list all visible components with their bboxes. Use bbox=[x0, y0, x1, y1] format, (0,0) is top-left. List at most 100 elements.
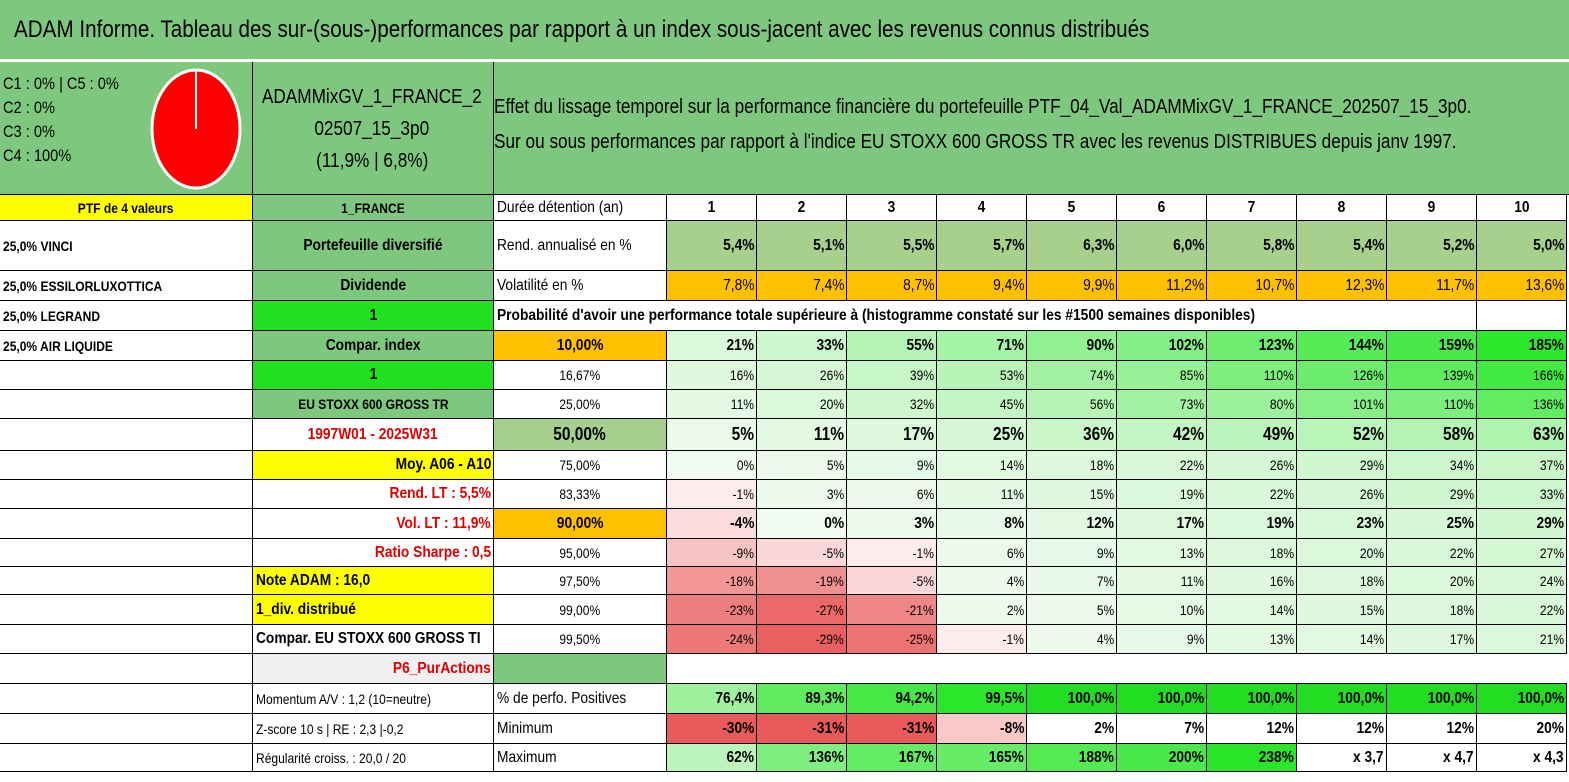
quantile-value-text: -27% bbox=[815, 601, 844, 618]
quantile-value: -1% bbox=[937, 625, 1027, 654]
year-header-text: 3 bbox=[887, 198, 896, 216]
quantile-value: 85% bbox=[1117, 361, 1207, 390]
quantile-label-text: 50,00% bbox=[553, 424, 607, 444]
mid-one-b: 1 bbox=[253, 361, 494, 390]
quantile-value: 10% bbox=[1117, 595, 1207, 625]
quantile-value: 3% bbox=[757, 480, 847, 509]
mid-dividende-text: Dividende bbox=[340, 276, 406, 294]
quantile-value: 24% bbox=[1477, 567, 1567, 595]
quantile-value: 17% bbox=[847, 419, 937, 451]
quantile-value: 53% bbox=[937, 361, 1027, 390]
duree-label-text: Durée détention (an) bbox=[497, 198, 624, 216]
quantile-value-text: 15% bbox=[1089, 486, 1114, 502]
pos-value: 89,3% bbox=[757, 684, 847, 714]
min-value: -30% bbox=[667, 714, 757, 744]
pos-value-text: 100,0% bbox=[1337, 689, 1384, 707]
quantile-value-text: 14% bbox=[1269, 601, 1294, 618]
quantile-value: 33% bbox=[1477, 480, 1567, 509]
quantile-value-text: 58% bbox=[1443, 424, 1474, 444]
max-label-text: Maximum bbox=[497, 748, 557, 766]
vol-value: 11,2% bbox=[1117, 271, 1207, 301]
year-header-text: 10 bbox=[1513, 198, 1530, 216]
min-value: 12% bbox=[1207, 714, 1297, 744]
quantile-value-text: 4% bbox=[1006, 572, 1024, 589]
quantile-label: 16,67% bbox=[494, 361, 667, 390]
min-value-text: 7% bbox=[1184, 719, 1204, 737]
mid-compar-text: Compar. EU STOXX 600 GROSS TI bbox=[256, 630, 481, 647]
mid-note: Note ADAM : 16,0 bbox=[253, 567, 494, 595]
min-value: 2% bbox=[1027, 714, 1117, 744]
quantile-value-text: 16% bbox=[1269, 572, 1294, 589]
quantile-label-text: 95,00% bbox=[559, 544, 601, 561]
year-header-text: 5 bbox=[1067, 198, 1076, 216]
quantile-value-text: 22% bbox=[1269, 486, 1294, 502]
quantile-value-text: 11% bbox=[1000, 486, 1024, 502]
max-value-text: 167% bbox=[898, 748, 934, 766]
quantile-value: 14% bbox=[937, 451, 1027, 480]
quantile-value-text: 55% bbox=[906, 336, 934, 354]
quantile-value-text: 136% bbox=[1533, 396, 1564, 412]
holding-row-text: 25,0% LEGRAND bbox=[3, 307, 101, 324]
max-value: 167% bbox=[847, 744, 937, 772]
mid-diversified-text: Portefeuille diversifié bbox=[303, 236, 443, 254]
max-label: Maximum bbox=[494, 744, 667, 772]
vol-value: 9,9% bbox=[1027, 271, 1117, 301]
quantile-value-text: 144% bbox=[1348, 336, 1384, 354]
quantile-value: 17% bbox=[1117, 509, 1207, 539]
rend-value: 5,5% bbox=[847, 221, 937, 271]
quantile-value: 9% bbox=[1117, 625, 1207, 654]
min-label: Minimum bbox=[494, 714, 667, 744]
year-header: 9 bbox=[1387, 195, 1477, 221]
pos-value: 100,0% bbox=[1387, 684, 1477, 714]
pos-value-text: 94,2% bbox=[894, 689, 934, 707]
rend-value: 5,4% bbox=[667, 221, 757, 271]
quantile-label: 25,00% bbox=[494, 390, 667, 419]
effect-panel bbox=[494, 62, 1569, 195]
mid-one-a-text: 1 bbox=[369, 306, 377, 324]
quantile-value-text: 33% bbox=[816, 336, 844, 354]
min-value-text: 12% bbox=[1446, 719, 1474, 737]
rend-value: 5,1% bbox=[757, 221, 847, 271]
year-header: 6 bbox=[1117, 195, 1207, 221]
quantile-value: 80% bbox=[1207, 390, 1297, 419]
vol-value-text: 7,4% bbox=[812, 276, 844, 294]
quantile-value-text: 34% bbox=[1449, 457, 1474, 473]
quantile-value-text: 110% bbox=[1444, 396, 1474, 412]
quantile-value-text: 13% bbox=[1179, 544, 1204, 561]
vol-value-text: 7,8% bbox=[722, 276, 754, 294]
quantile-value-text: 25% bbox=[993, 424, 1024, 444]
quantile-value-text: 3% bbox=[914, 514, 934, 532]
quantile-value: -9% bbox=[667, 539, 757, 567]
fund-name-block: ADAMMixGV_1_FRANCE_2 02507_15_3p0 (11,9%… bbox=[253, 66, 491, 192]
quantile-value-text: 26% bbox=[1269, 457, 1294, 473]
year-header: 2 bbox=[757, 195, 847, 221]
quantile-value: -25% bbox=[847, 625, 937, 654]
holding-row-text: 25,0% VINCI bbox=[3, 237, 73, 254]
quantile-value-text: 20% bbox=[1359, 544, 1384, 561]
quantile-value: -18% bbox=[667, 567, 757, 595]
year-header: 1 bbox=[667, 195, 757, 221]
year-header-text: 1 bbox=[707, 198, 716, 216]
mid-momentum-text: Momentum A/V : 1,2 (10=neutre) bbox=[256, 690, 432, 707]
quantile-value: 5% bbox=[667, 419, 757, 451]
quantile-value-text: 36% bbox=[1083, 424, 1114, 444]
vol-value: 7,4% bbox=[757, 271, 847, 301]
quantile-value-text: 32% bbox=[909, 396, 934, 412]
max-value-text: 200% bbox=[1168, 748, 1204, 766]
quantile-value: 2% bbox=[937, 595, 1027, 625]
quantile-value: 27% bbox=[1477, 539, 1567, 567]
quantile-value: 126% bbox=[1297, 361, 1387, 390]
pos-label: % de perfo. Positives bbox=[494, 684, 667, 714]
mid-index-name: EU STOXX 600 GROSS TR bbox=[253, 390, 494, 419]
prob-label-text: Probabilité d'avoir une performance tota… bbox=[497, 306, 1256, 324]
quantile-value-text: -1% bbox=[732, 486, 754, 502]
quantile-value: 5% bbox=[1027, 595, 1117, 625]
year-header-text: 4 bbox=[977, 198, 986, 216]
min-value: 12% bbox=[1387, 714, 1477, 744]
quantile-value: -4% bbox=[667, 509, 757, 539]
quantile-value-text: 8% bbox=[1004, 514, 1024, 532]
pos-label-text: % de perfo. Positives bbox=[497, 689, 627, 707]
min-value-text: -31% bbox=[811, 719, 844, 737]
mid-regul-text: Régularité croiss. : 20,0 / 20 bbox=[256, 749, 406, 766]
